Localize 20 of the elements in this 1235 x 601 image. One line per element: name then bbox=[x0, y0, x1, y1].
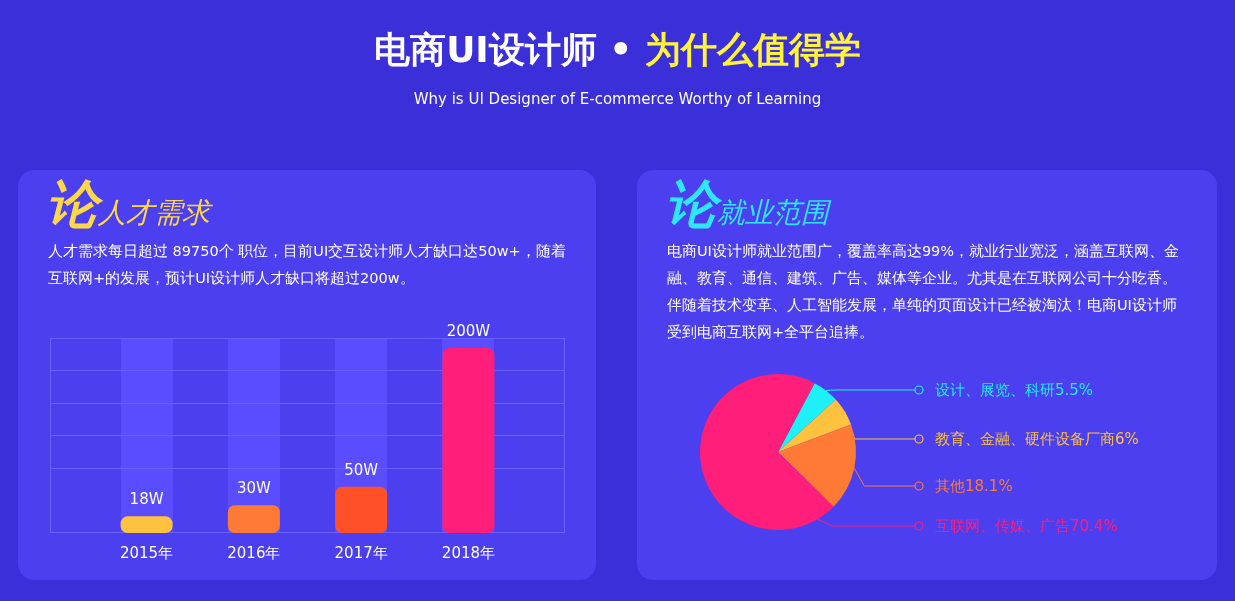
data-label: 30W bbox=[236, 479, 271, 498]
legend-label: 互联网、传媒、广告70.4% bbox=[935, 517, 1118, 535]
bar bbox=[442, 348, 495, 533]
text: 人才需求每日超过 89750个 职位，目前UI交互设计师人才缺口达50w+，随着互联网+的发展，预计UI设计师人才缺口将超过200w。 bbox=[48, 242, 567, 288]
legend-label: 教育、金融、硬件设备厂商6% bbox=[935, 430, 1139, 448]
x-tick-label: 2015年 bbox=[119, 544, 174, 562]
bar bbox=[120, 516, 173, 533]
bar bbox=[335, 486, 388, 533]
text: 电商UI设计师就业范围广，覆盖率高达99%，就业行业宽泛，涵盖互联网、金融、教育、通信、建筑、广告、媒体等企业。尤其是在互联网公司十分吃香。伴随着技术变革、人工智能发展，单纯的页面设计已经被淘汰！电商UI设计师受到电商互联网+全平台追捧。 bbox=[667, 242, 1181, 342]
x-tick-label: 2016年 bbox=[227, 544, 281, 562]
bar bbox=[227, 505, 280, 533]
data-label: 50W bbox=[344, 460, 379, 479]
legend-label: 其他18.1% bbox=[935, 477, 1013, 495]
legend-label: 设计、展览、科研5.5% bbox=[935, 381, 1094, 399]
x-tick-label: 2017年 bbox=[334, 544, 388, 562]
text: Why is UI Designer of E-commerce Worthy of Learning bbox=[412, 90, 823, 108]
data-label: 18W bbox=[129, 490, 164, 509]
x-tick-label: 2018年 bbox=[441, 544, 496, 562]
text: 电商UI设计师 • 为什么值得学 bbox=[374, 29, 861, 70]
data-label: 200W bbox=[446, 322, 491, 340]
